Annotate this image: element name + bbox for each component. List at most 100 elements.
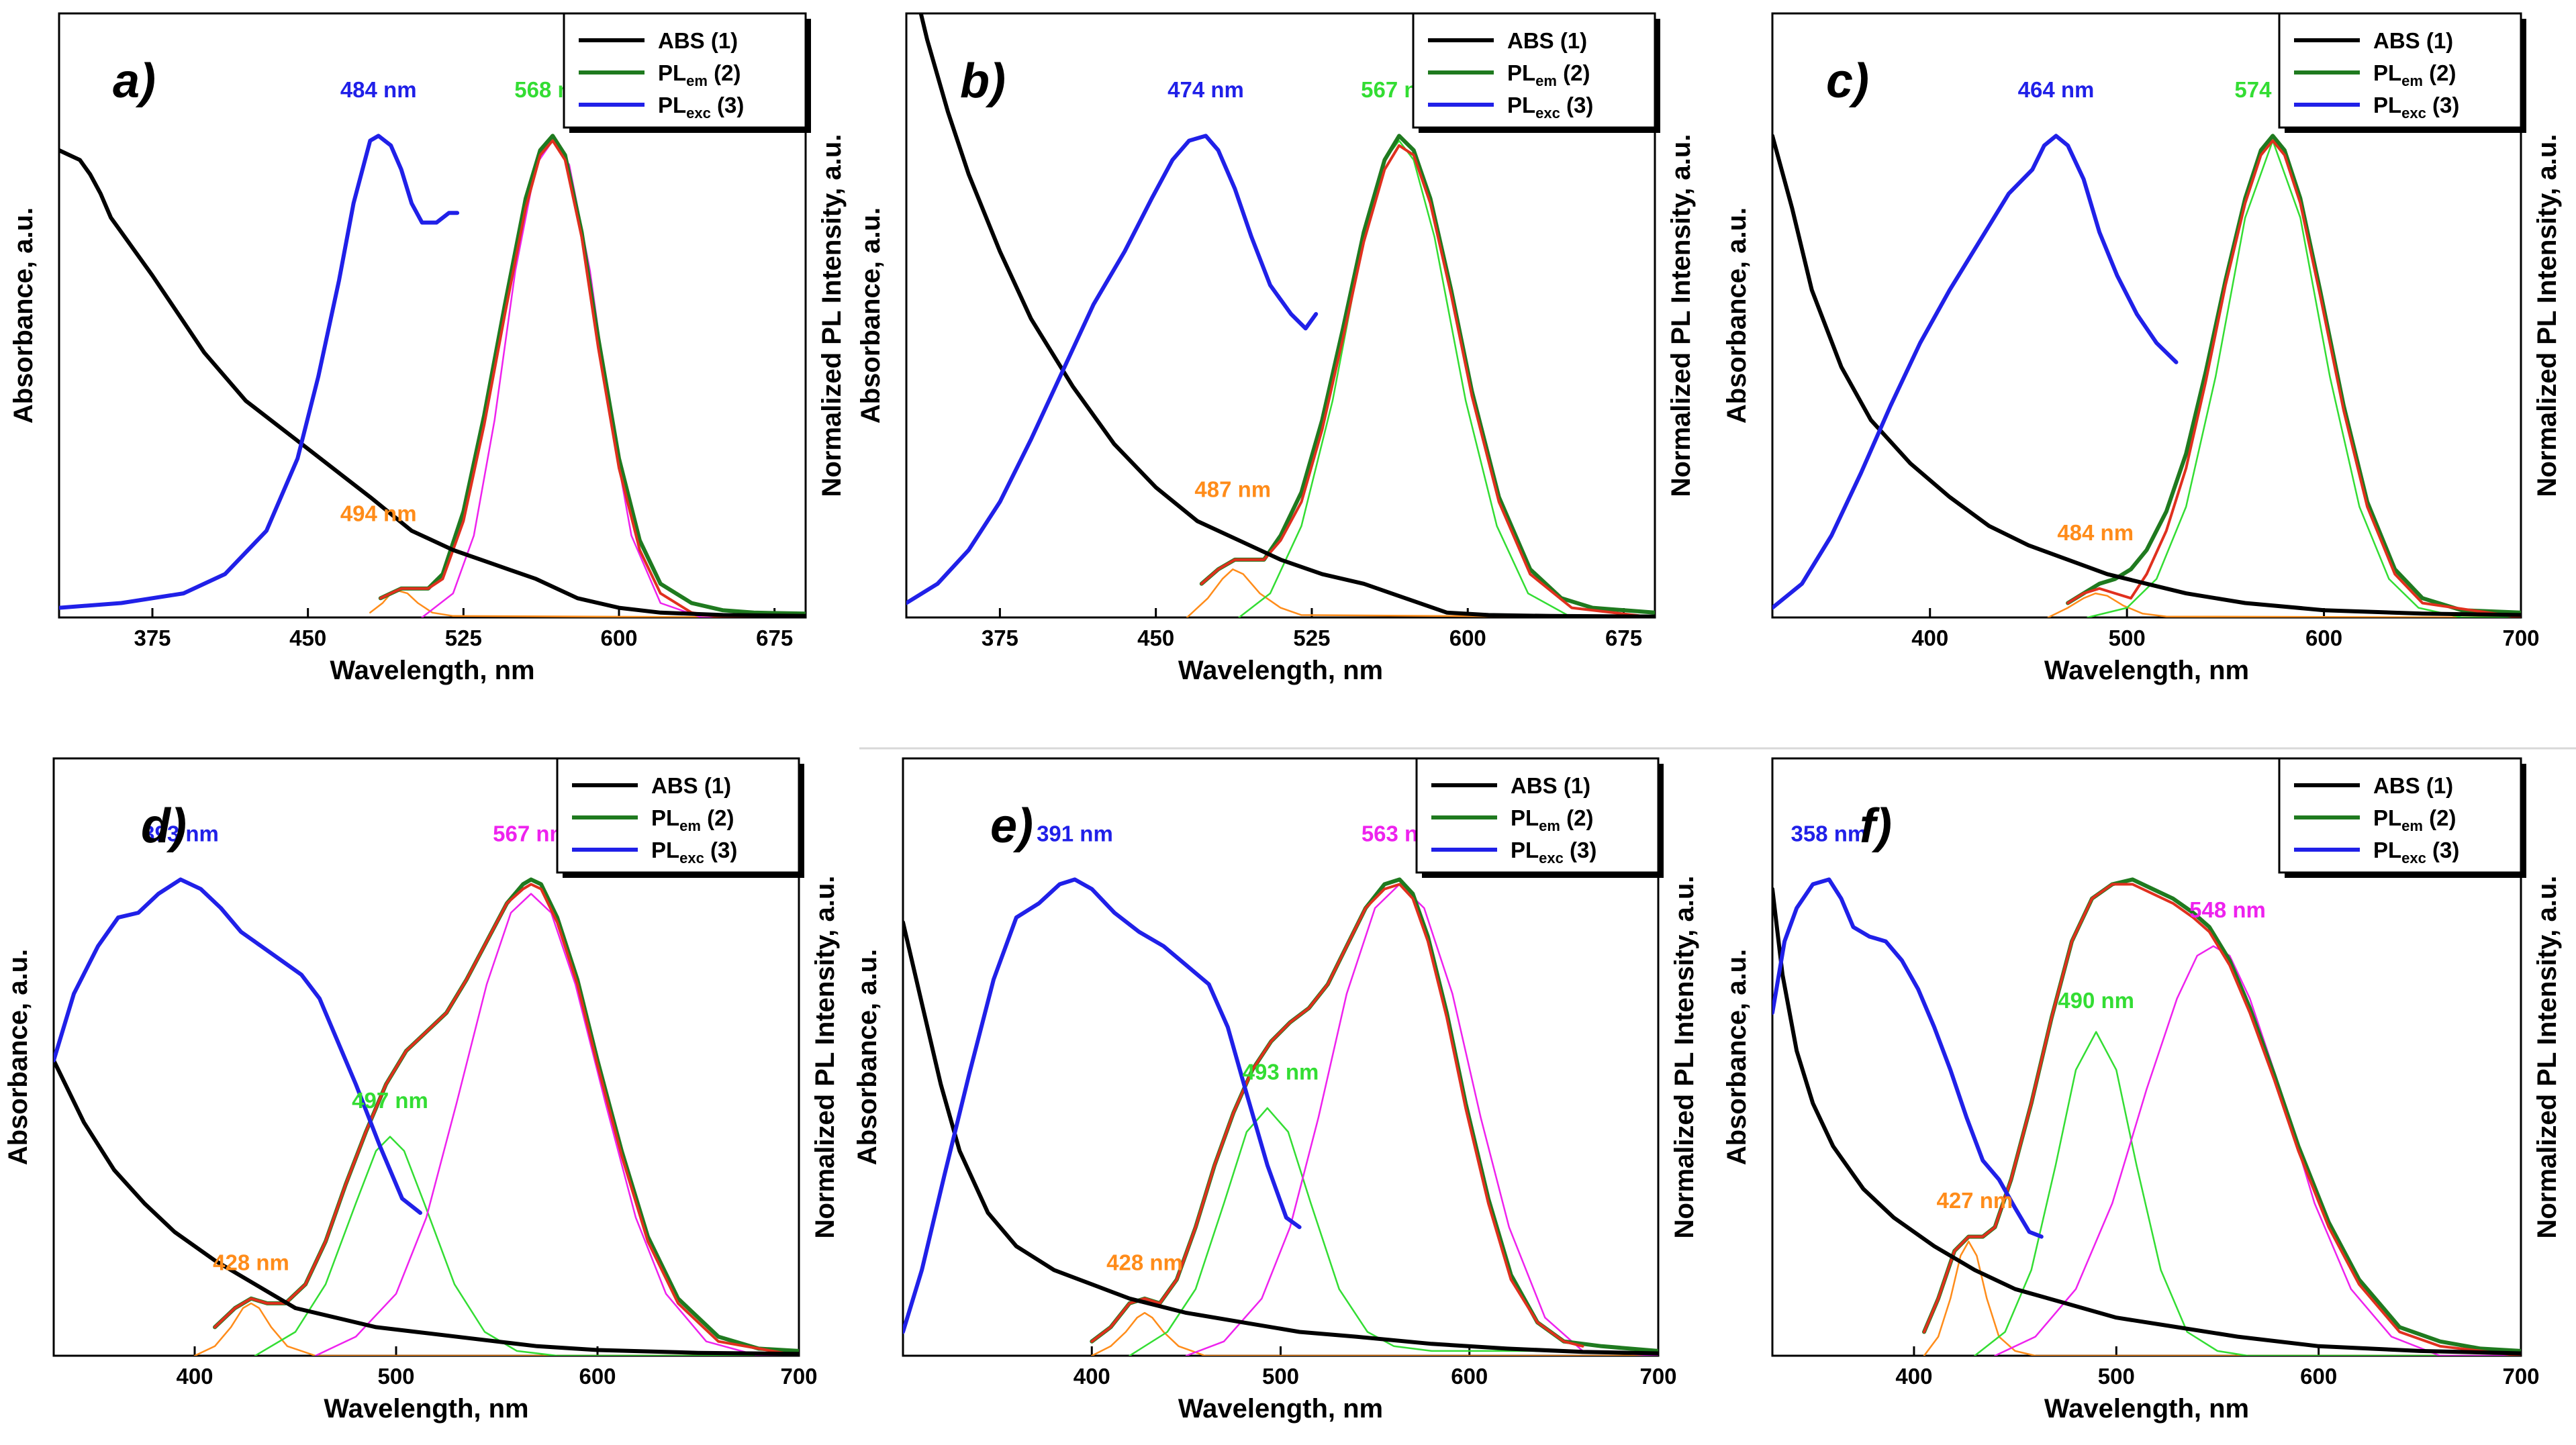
- x-tick-label-d-700: 700: [780, 1364, 817, 1389]
- series-group-b: [906, 13, 1655, 617]
- series-d-gaussian-428-nm: [193, 1302, 799, 1356]
- y-axis-title-right-c: Normalized PL Intensity, a.u.: [2532, 134, 2562, 497]
- series-b-gaussian-487-nm: [1186, 568, 1655, 617]
- x-tick-label-c-700: 700: [2502, 626, 2539, 650]
- peak-label-e-0: 391 nm: [1037, 821, 1113, 846]
- x-tick-label-a-675: 675: [756, 626, 793, 650]
- legend-text-a-1: ABS (1): [658, 28, 738, 53]
- x-tick-label-c-400: 400: [1911, 626, 1948, 650]
- series-c-fit-total: [2066, 139, 2521, 617]
- peak-label-f-3: 427 nm: [1936, 1188, 2013, 1213]
- series-b-abs-1-: [918, 13, 1655, 617]
- y-axis-title-left-b: Absorbance, a.u.: [856, 207, 886, 423]
- panel-c: 400 500 600 700 Wavelength, nm Absorbance, a.…: [1722, 12, 2562, 685]
- x-tick-label-d-400: 400: [176, 1364, 213, 1389]
- series-f-gaussian-427-nm: [1923, 1240, 2521, 1356]
- x-tick-label-f-700: 700: [2502, 1364, 2539, 1389]
- legend-text-c-1: ABS (1): [2373, 28, 2453, 53]
- peak-label-a-0: 484 nm: [340, 77, 417, 102]
- legend-text-c-2: PLem (2): [2373, 60, 2456, 89]
- x-tick-label-a-375: 375: [134, 626, 171, 650]
- panel-label-b: b): [960, 54, 1006, 108]
- x-tick-label-a-600: 600: [600, 626, 637, 650]
- y-axis-title-right-d: Normalized PL Intensity, a.u.: [810, 876, 840, 1239]
- y-axis-title-right-f: Normalized PL Intensity, a.u.: [2532, 876, 2562, 1239]
- series-a-gaussian-494-nm: [369, 590, 806, 617]
- x-tick-label-e-700: 700: [1639, 1364, 1676, 1389]
- x-tick-label-b-600: 600: [1449, 626, 1486, 650]
- panel-b: 375 450 525 600 675 Wavelength, nm Absorbance,…: [856, 12, 1696, 685]
- panel-label-c: c): [1826, 54, 1869, 108]
- panel-e: 400 500 600 700 Wavelength, nm Absorbance, a.…: [853, 757, 1699, 1424]
- peak-label-c-0: 464 nm: [2018, 77, 2095, 102]
- x-axis-title-c: Wavelength, nm: [2044, 656, 2249, 685]
- peak-label-f-0: 358 nm: [1791, 821, 1868, 846]
- panel-f: 400 500 600 700 Wavelength, nm Absorbance, a.…: [1722, 757, 2562, 1424]
- series-f-pl-exc-3-: [1772, 877, 2044, 1239]
- series-d-fit-total: [213, 883, 799, 1356]
- legend-text-b-2: PLem (2): [1507, 60, 1590, 89]
- x-axis-title-b: Wavelength, nm: [1178, 656, 1383, 685]
- series-group-a: [59, 134, 806, 617]
- series-b-pl-exc-3-: [906, 134, 1319, 605]
- peak-label-c-2: 484 nm: [2057, 520, 2134, 545]
- peak-label-a-2: 494 nm: [340, 501, 417, 526]
- y-axis-title-right-e: Normalized PL Intensity, a.u.: [1670, 876, 1699, 1239]
- y-axis-title-left-c: Absorbance, a.u.: [1722, 207, 1752, 423]
- panel-label-f: f): [1860, 799, 1892, 853]
- series-d-pl-exc-3-: [54, 877, 422, 1215]
- series-d-gaussian-567-nm: [314, 893, 799, 1356]
- panel-label-d: d): [141, 799, 187, 853]
- x-tick-label-b-675: 675: [1605, 626, 1642, 650]
- y-axis-title-left-e: Absorbance, a.u.: [853, 949, 882, 1165]
- peak-label-f-2: 490 nm: [2058, 988, 2134, 1013]
- y-axis-title-right-b: Normalized PL Intensity, a.u.: [1666, 134, 1696, 497]
- peak-label-d-3: 428 nm: [213, 1250, 289, 1275]
- legend-text-a-3: PLexc (3): [658, 93, 744, 121]
- legend-text-f-1: ABS (1): [2373, 773, 2453, 798]
- series-f-abs-1-: [1772, 887, 2521, 1356]
- peak-label-d-0: 393 nm: [142, 821, 219, 846]
- panel-a: 375 450 525 600 675 Wavelength, nm Absorbance,…: [9, 12, 847, 685]
- legend-text-e-2: PLem (2): [1511, 805, 1593, 834]
- y-axis-title-right-a: Normalized PL Intensity, a.u.: [817, 134, 847, 497]
- x-tick-label-f-500: 500: [2098, 1364, 2135, 1389]
- x-tick-label-a-525: 525: [445, 626, 482, 650]
- plot-frame-a: [58, 12, 807, 619]
- peak-label-b-2: 487 nm: [1194, 477, 1271, 502]
- legend-text-b-1: ABS (1): [1507, 28, 1587, 53]
- series-group-e: [903, 877, 1658, 1356]
- series-d-abs-1-: [54, 1058, 799, 1356]
- peak-label-d-2: 497 nm: [352, 1088, 428, 1113]
- x-tick-label-e-500: 500: [1262, 1364, 1299, 1389]
- series-e-gaussian-428-nm: [1091, 1311, 1658, 1356]
- plot-frame-c: [1771, 12, 2522, 619]
- series-e-gaussian-493-nm: [1129, 1107, 1584, 1356]
- series-e-fit-total: [1090, 883, 1584, 1348]
- plot-frame-b: [905, 12, 1656, 619]
- legend-text-c-3: PLexc (3): [2373, 93, 2459, 121]
- peak-label-b-0: 474 nm: [1167, 77, 1244, 102]
- legend-text-f-2: PLem (2): [2373, 805, 2456, 834]
- peak-label-e-3: 428 nm: [1106, 1250, 1183, 1275]
- legend-text-a-2: PLem (2): [658, 60, 741, 89]
- y-axis-title-left-f: Absorbance, a.u.: [1722, 949, 1752, 1165]
- series-d-gaussian-497-nm: [254, 1136, 799, 1356]
- x-tick-label-c-600: 600: [2305, 626, 2342, 650]
- legend-text-e-3: PLexc (3): [1511, 838, 1596, 866]
- peak-label-f-1: 548 nm: [2189, 897, 2266, 922]
- series-c-abs-1-: [1772, 134, 2521, 617]
- series-f-gaussian-490-nm: [1974, 1031, 2521, 1356]
- x-tick-label-a-450: 450: [289, 626, 326, 650]
- x-tick-label-b-375: 375: [982, 626, 1018, 650]
- x-tick-label-f-600: 600: [2300, 1364, 2337, 1389]
- series-a-abs-1-: [59, 148, 806, 617]
- series-c-pl-exc-3-: [1772, 134, 2179, 610]
- legend-text-e-1: ABS (1): [1511, 773, 1590, 798]
- legend-text-d-3: PLexc (3): [651, 838, 737, 866]
- panel-label-e: e): [990, 799, 1033, 853]
- x-tick-label-b-525: 525: [1293, 626, 1330, 650]
- series-group-c: [1772, 134, 2521, 617]
